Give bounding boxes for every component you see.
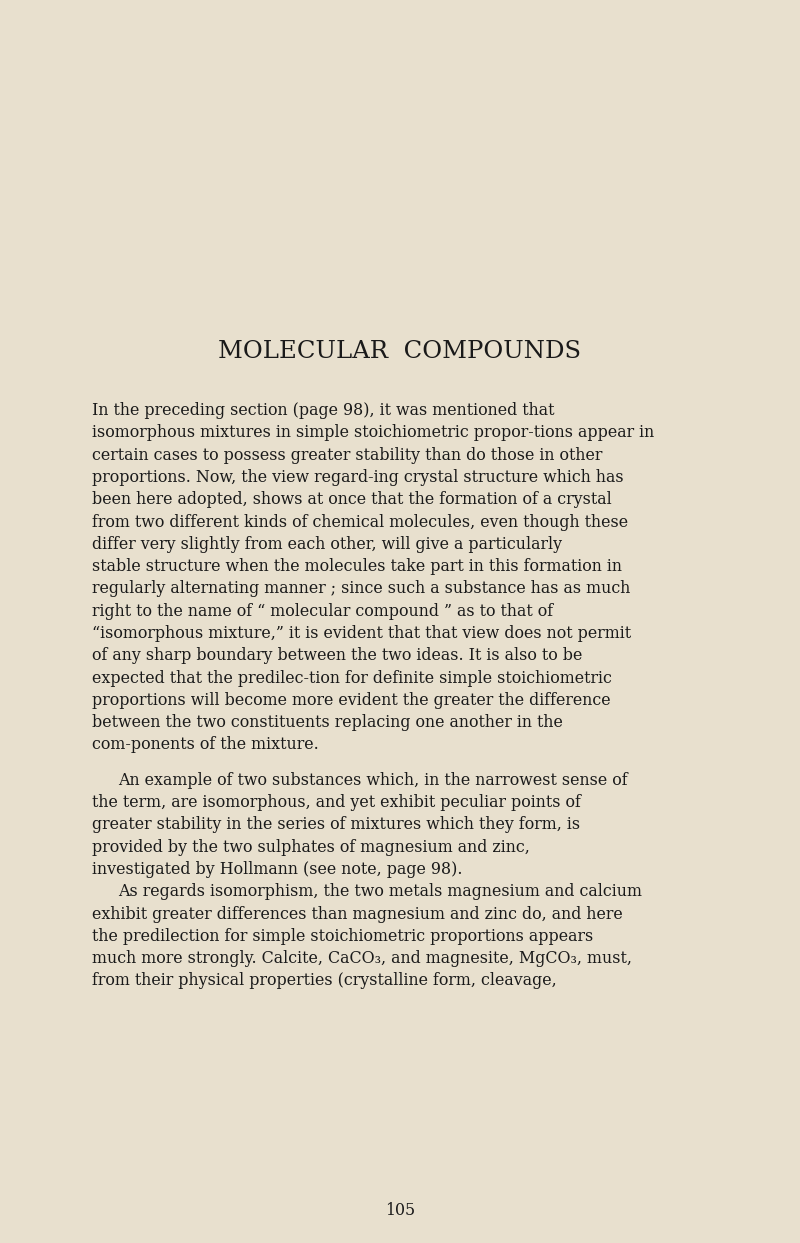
Text: expected that the predilec­tion for definite simple stoichiometric: expected that the predilec­tion for defi… — [92, 670, 612, 686]
Text: isomorphous mixtures in simple stoichiometric propor­tions appear in: isomorphous mixtures in simple stoichiom… — [92, 424, 654, 441]
Text: regularly alternating manner ; since such a substance has as much: regularly alternating manner ; since suc… — [92, 580, 630, 598]
Text: greater stability in the series of mixtures which they form, is: greater stability in the series of mixtu… — [92, 817, 580, 833]
Text: been here adopted, shows at once that the formation of a crystal: been here adopted, shows at once that th… — [92, 491, 612, 508]
Text: proportions will become more evident the greater the difference: proportions will become more evident the… — [92, 692, 610, 709]
Text: the term, are isomorphous, and yet exhibit peculiar points of: the term, are isomorphous, and yet exhib… — [92, 794, 581, 812]
Text: differ very slightly from each other, will give a particularly: differ very slightly from each other, wi… — [92, 536, 562, 553]
Text: from their physical properties (crystalline form, cleavage,: from their physical properties (crystall… — [92, 972, 557, 989]
Text: between the two constituents replacing one another in the: between the two constituents replacing o… — [92, 715, 563, 731]
Text: 105: 105 — [385, 1202, 415, 1219]
Text: com­ponents of the mixture.: com­ponents of the mixture. — [92, 737, 318, 753]
Text: provided by the two sulphates of magnesium and zinc,: provided by the two sulphates of magnesi… — [92, 839, 530, 855]
Text: right to the name of “ molecular compound ” as to that of: right to the name of “ molecular compoun… — [92, 603, 553, 620]
Text: much more strongly. Calcite, CaCO₃, and magnesite, MgCO₃, must,: much more strongly. Calcite, CaCO₃, and … — [92, 950, 632, 967]
Text: “isomorphous mixture,” it is evident that that view does not permit: “isomorphous mixture,” it is evident tha… — [92, 625, 631, 641]
Text: exhibit greater differences than magnesium and zinc do, and here: exhibit greater differences than magnesi… — [92, 906, 622, 922]
Text: In the preceding section (page 98), it was mentioned that: In the preceding section (page 98), it w… — [92, 401, 554, 419]
Text: An example of two substances which, in the narrowest sense of: An example of two substances which, in t… — [118, 772, 628, 789]
Text: from two different kinds of chemical molecules, even though these: from two different kinds of chemical mol… — [92, 513, 628, 531]
Text: certain cases to possess greater stability than do those in other: certain cases to possess greater stabili… — [92, 446, 602, 464]
Text: of any sharp boundary between the two ideas. It is also to be: of any sharp boundary between the two id… — [92, 648, 582, 664]
Text: the predilection for simple stoichiometric proportions appears: the predilection for simple stoichiometr… — [92, 929, 594, 945]
Text: investigated by Hollmann (see note, page 98).: investigated by Hollmann (see note, page… — [92, 861, 462, 878]
Text: As regards isomorphism, the two metals magnesium and calcium: As regards isomorphism, the two metals m… — [118, 884, 642, 900]
Text: MOLECULAR  COMPOUNDS: MOLECULAR COMPOUNDS — [218, 341, 582, 363]
Text: proportions. Now, the view regard­ing crystal structure which has: proportions. Now, the view regard­ing cr… — [92, 469, 624, 486]
Text: stable structure when the molecules take part in this formation in: stable structure when the molecules take… — [92, 558, 622, 576]
